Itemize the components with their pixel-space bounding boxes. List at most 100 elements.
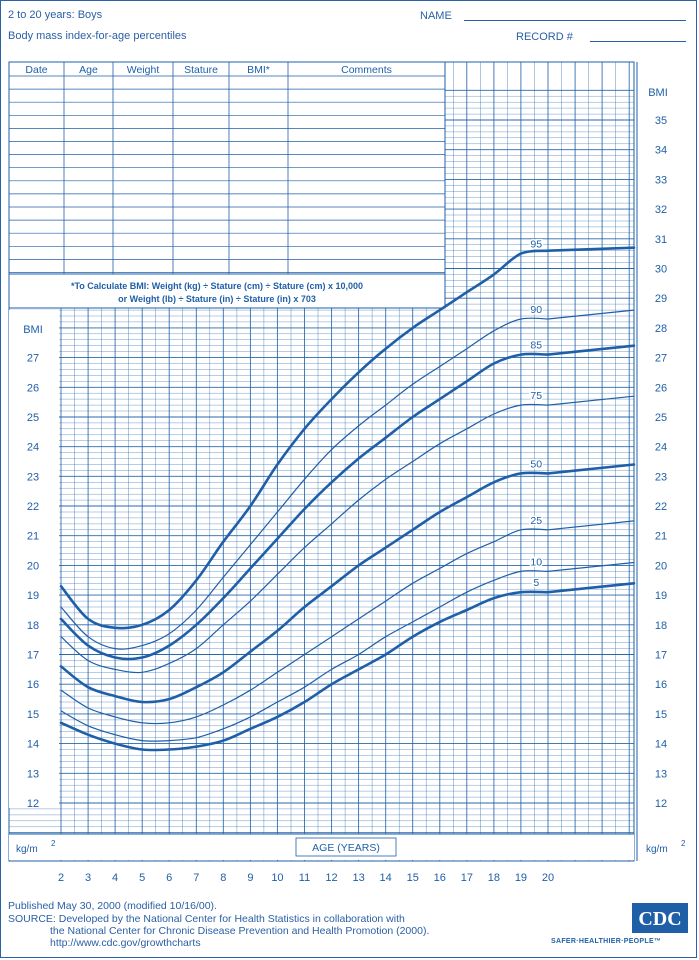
y-tick-right-22: 22: [655, 501, 667, 513]
percentile-label-85: 85: [530, 340, 542, 352]
x-tick-4: 4: [112, 872, 118, 884]
percentile-curve-10: [60, 561, 635, 742]
percentile-label-90: 90: [530, 304, 542, 316]
y-tick-right-32: 32: [655, 204, 667, 216]
source-line-2: the National Center for Chronic Disease …: [50, 925, 430, 937]
percentile-label-5: 5: [533, 577, 539, 589]
percentile-label-50: 50: [530, 458, 542, 470]
chart-title: 2 to 20 years: Boys: [8, 9, 103, 21]
table-header-weight: Weight: [127, 64, 160, 76]
x-tick-19: 19: [515, 872, 527, 884]
y-tick-right-16: 16: [655, 679, 667, 691]
y-tick-right-34: 34: [655, 145, 667, 157]
percentile-curve-5: [59, 582, 636, 752]
percentile-label-25: 25: [530, 515, 542, 527]
x-tick-2: 2: [58, 872, 64, 884]
x-tick-5: 5: [139, 872, 145, 884]
chart-subtitle: Body mass index-for-age percentiles: [8, 30, 187, 42]
x-tick-18: 18: [488, 872, 500, 884]
x-tick-8: 8: [220, 872, 226, 884]
x-tick-10: 10: [271, 872, 283, 884]
percentile-curve-90: [60, 309, 635, 650]
table-header-age: Age: [79, 64, 98, 76]
table-header-bmi: BMI*: [247, 64, 270, 76]
y-tick-left-27: 27: [27, 353, 39, 365]
y-tick-right-18: 18: [655, 620, 667, 632]
x-tick-12: 12: [325, 872, 337, 884]
percentile-label-10: 10: [530, 556, 542, 568]
percentile-label-95: 95: [530, 239, 542, 251]
x-tick-9: 9: [247, 872, 253, 884]
published-note: Published May 30, 2000 (modified 10/16/0…: [8, 900, 217, 912]
record-label: RECORD #: [516, 31, 573, 43]
y-tick-left-15: 15: [27, 709, 39, 721]
y-tick-right-26: 26: [655, 382, 667, 394]
x-tick-7: 7: [193, 872, 199, 884]
y-axis-label-right: BMI: [648, 87, 668, 99]
x-tick-15: 15: [407, 872, 419, 884]
table-header-date: Date: [25, 64, 47, 76]
unit-label-right: kg/m: [646, 844, 668, 855]
x-tick-3: 3: [85, 872, 91, 884]
y-tick-right-28: 28: [655, 323, 667, 335]
x-tick-20: 20: [542, 872, 554, 884]
left-axis-band: [9, 310, 59, 808]
y-tick-left-13: 13: [27, 768, 39, 780]
name-field[interactable]: [464, 20, 686, 21]
y-tick-right-31: 31: [655, 234, 667, 246]
y-tick-right-19: 19: [655, 590, 667, 602]
y-tick-right-15: 15: [655, 709, 667, 721]
y-tick-right-20: 20: [655, 560, 667, 572]
unit-superscript-right: 2: [681, 839, 686, 848]
y-tick-right-30: 30: [655, 263, 667, 275]
percentile-curve-85: [59, 344, 636, 661]
y-tick-right-14: 14: [655, 739, 667, 751]
y-tick-left-25: 25: [27, 412, 39, 424]
y-tick-left-16: 16: [27, 679, 39, 691]
y-tick-left-12: 12: [27, 798, 39, 810]
source-url[interactable]: http://www.cdc.gov/growthcharts: [50, 937, 201, 949]
cdc-logo: CDC: [632, 903, 688, 933]
percentile-curve-75: [60, 395, 635, 674]
y-tick-left-14: 14: [27, 739, 39, 751]
cdc-logo-text: CDC: [638, 908, 681, 930]
y-tick-right-29: 29: [655, 293, 667, 305]
percentile-curve-50: [59, 463, 636, 704]
bmi-formula-line-2: or Weight (lb) ÷ Stature (in) ÷ Stature …: [118, 294, 316, 304]
y-tick-left-24: 24: [27, 442, 39, 454]
y-tick-right-25: 25: [655, 412, 667, 424]
y-tick-left-23: 23: [27, 471, 39, 483]
right-axis-band: [637, 62, 696, 861]
name-label: NAME: [420, 10, 452, 22]
record-table: [8, 61, 446, 309]
bmi-formula-line-1: *To Calculate BMI: Weight (kg) ÷ Stature…: [71, 281, 363, 291]
y-tick-right-33: 33: [655, 174, 667, 186]
y-tick-left-22: 22: [27, 501, 39, 513]
record-field[interactable]: [590, 41, 686, 42]
y-tick-right-12: 12: [655, 798, 667, 810]
x-tick-6: 6: [166, 872, 172, 884]
table-header-stature: Stature: [184, 64, 218, 76]
y-tick-right-24: 24: [655, 442, 667, 454]
y-tick-right-17: 17: [655, 650, 667, 662]
unit-label-left: kg/m: [16, 844, 38, 855]
x-axis-label: AGE (YEARS): [312, 842, 380, 854]
y-tick-left-21: 21: [27, 531, 39, 543]
x-tick-17: 17: [461, 872, 473, 884]
y-tick-right-23: 23: [655, 471, 667, 483]
source-line-1: SOURCE: Developed by the National Center…: [8, 913, 405, 925]
y-tick-left-26: 26: [27, 382, 39, 394]
table-header-comments: Comments: [341, 64, 392, 76]
x-tick-14: 14: [380, 872, 392, 884]
cdc-tagline: SAFER·HEALTHIER·PEOPLE™: [551, 938, 662, 945]
percentile-curve-25: [60, 520, 635, 725]
x-axis-title-box: [295, 837, 397, 857]
percentile-curve-95: [59, 246, 636, 630]
y-tick-left-17: 17: [27, 650, 39, 662]
x-tick-11: 11: [299, 872, 310, 884]
y-tick-right-27: 27: [655, 353, 667, 365]
x-tick-16: 16: [434, 872, 446, 884]
y-tick-left-19: 19: [27, 590, 39, 602]
